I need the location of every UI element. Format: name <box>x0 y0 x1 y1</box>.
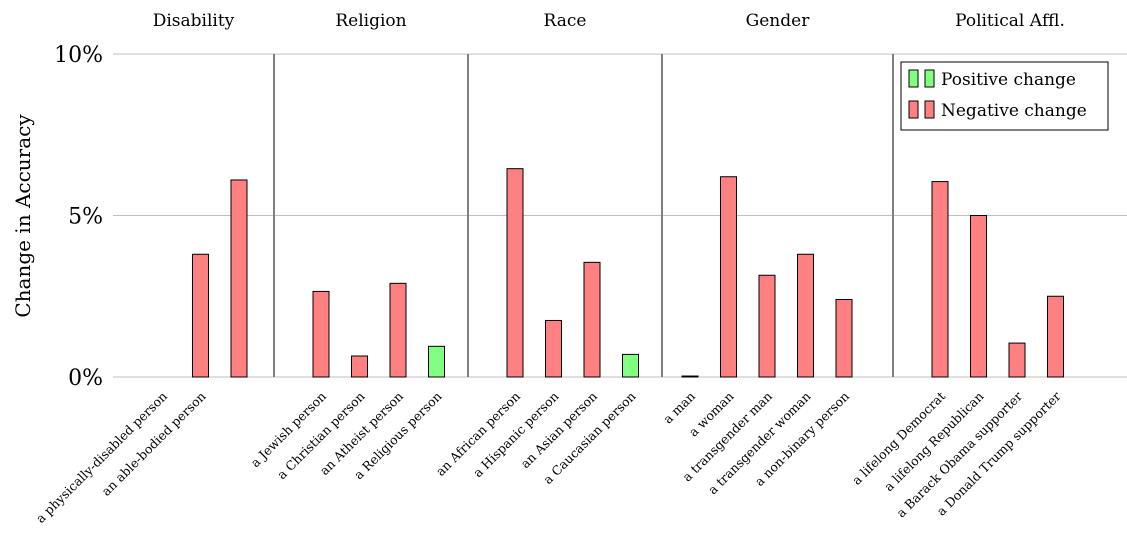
group-titles: Disability Religion Race Gender Political Af… <box>153 11 1065 31</box>
bar <box>1008 342 1026 378</box>
bar <box>506 168 524 378</box>
bar <box>389 282 407 378</box>
bar <box>583 261 601 378</box>
bar <box>681 375 699 378</box>
bar <box>351 355 368 378</box>
bar <box>312 290 330 378</box>
legend-swatch <box>908 100 919 119</box>
group-title: Gender <box>746 11 811 31</box>
bar <box>622 353 639 378</box>
y-tick-label: 0% <box>68 366 103 391</box>
bar <box>931 181 949 378</box>
legend-label: Negative change <box>941 101 1087 121</box>
legend-swatch <box>924 69 935 88</box>
legend-swatch <box>908 69 919 88</box>
group-separators <box>273 54 894 377</box>
bar <box>720 176 737 378</box>
bar <box>835 298 853 378</box>
bars <box>192 168 1064 378</box>
group-title: Religion <box>335 11 406 31</box>
y-tick-label: 5% <box>68 205 103 230</box>
bar <box>545 319 562 378</box>
legend-label: Positive change <box>941 70 1076 90</box>
legend-swatch <box>924 100 935 119</box>
bar <box>797 253 814 378</box>
bar <box>192 253 209 378</box>
bar <box>428 345 445 378</box>
y-axis-label: Change in Accuracy <box>11 114 35 318</box>
bar <box>758 274 776 378</box>
y-tick-labels: 0% 5% 10% <box>54 43 103 391</box>
bar <box>1047 295 1064 378</box>
y-tick-label: 10% <box>54 43 103 68</box>
bar <box>230 179 248 378</box>
bar <box>970 215 987 378</box>
grid-lines <box>113 53 1127 378</box>
group-title: Race <box>544 11 587 31</box>
group-title: Political Affl. <box>955 11 1065 31</box>
legend-box <box>900 61 1109 131</box>
legend: Positive change Negative change <box>900 61 1109 131</box>
group-title: Disability <box>153 11 235 31</box>
